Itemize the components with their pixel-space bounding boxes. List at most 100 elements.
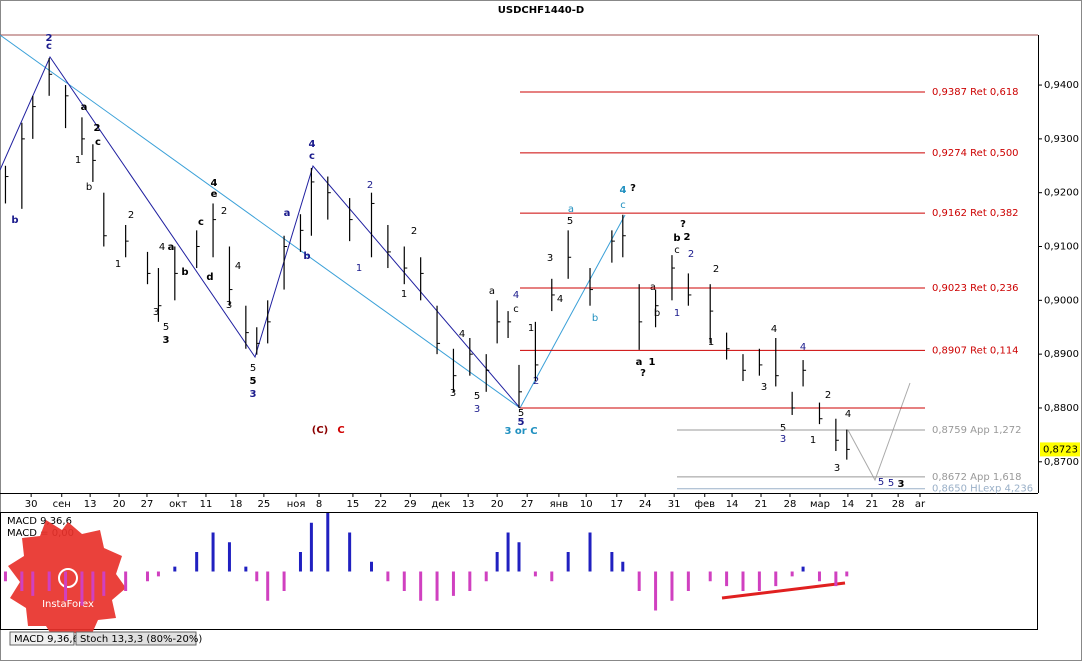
wave-label: 4 [513,290,519,301]
x-tick-label: 22 [374,499,387,510]
x-tick-label: 27 [141,499,154,510]
level-label: 0,9274 Ret 0,500 [932,148,1019,159]
level-label: 0,9023 Ret 0,236 [932,283,1019,294]
wave-label: 3 [547,253,553,264]
wave-label: c [620,200,626,211]
macd-value: MACD = 0,00 [7,528,74,539]
wave-label: ? [640,368,646,379]
x-tick-label: 30 [25,499,38,510]
y-tick-label: 0,9200 [1044,188,1079,199]
y-tick-label: 0,8700 [1044,457,1079,468]
level-label: 0,9387 Ret 0,618 [932,87,1019,98]
wave-label: 3 [780,434,786,445]
x-tick-label: ar [915,499,926,510]
wave-label: 2 [367,180,373,191]
x-tick-label: 17 [610,499,623,510]
wave-label: 5 [250,363,256,374]
wave-label: 4 [235,261,241,272]
wave-label: a [168,242,175,253]
x-tick-label: 13 [462,499,475,510]
x-tick-label: окт [169,499,187,510]
wave-labels: 2 c b a 2 c 1 b 2 1 4 a b 3 5 3 4 e c 2 … [11,33,904,490]
wave-label: 4 [620,185,627,196]
macd-panel [0,512,1038,630]
x-tick-label: 14 [842,499,855,510]
wave-label: a [81,102,88,113]
level-label: 0,9162 Ret 0,382 [932,208,1019,219]
wave-label: b [654,308,660,319]
macd-title: MACD 9,36,6 [7,516,72,527]
wave-label: 5 [878,477,884,488]
x-tick-label: мар [810,499,830,510]
tab[interactable] [75,631,197,646]
divergence-line [721,581,846,600]
x-tick-label: 21 [866,499,879,510]
y-tick-label: 0,8800 [1044,403,1079,414]
wave-label: 4 [159,242,165,253]
wave-label: 3 [761,382,767,393]
tab-label: Stoch 13,3,3 (80%-20%) [80,634,202,645]
wave-label: 2 [713,264,719,275]
x-tick-label: 28 [784,499,797,510]
x-tick-label: дек [431,499,450,510]
x-tick-label: 28 [892,499,905,510]
wave-label: ? [630,183,636,194]
wave-label: 1 [75,155,81,166]
wave-label: 2 [221,206,227,217]
y-tick-label: 0,9400 [1044,80,1079,91]
wave-label: 3 [250,389,257,400]
wave-label: 5 [518,417,525,428]
wave-label: a [489,286,495,297]
tab[interactable] [9,631,75,646]
x-tick-label: фев [694,499,715,510]
wave-label: C [337,425,344,436]
y-tick-label: 0,9000 [1044,295,1079,306]
wave-label: 2 [825,390,831,401]
wave-label: b [181,267,188,278]
level-label: 0,8907 Ret 0,114 [932,345,1019,356]
wave-label: 4 [459,329,465,340]
x-tick-label: 15 [347,499,360,510]
wave-label: 5 [250,376,257,387]
wave-label: 2 [128,210,134,221]
wave-label: 1 [810,435,816,446]
wave-label: ? [680,219,686,230]
wave-label: 3 [474,404,480,415]
last-price-tag [1040,442,1080,457]
x-tick-label: 10 [580,499,593,510]
wave-label: 5 [163,322,169,333]
wave-label: 5 [888,478,894,489]
x-tick-label: 29 [404,499,417,510]
wave-label: 2 [46,33,53,44]
wave-label: d [206,272,213,283]
y-tick-label: 0,9300 [1044,134,1079,145]
x-tick-label: 20 [113,499,126,510]
last-price-label: 0,8723 [1043,444,1078,455]
wave-label: 4 [309,139,316,150]
x-tick-label: 13 [84,499,97,510]
x-tick-label: 31 [668,499,681,510]
wave-label: 1 [356,263,362,274]
x-tick-label: 8 [316,499,322,510]
x-tick-label: 24 [639,499,652,510]
wave-label: c [309,151,315,162]
level-label: 0,8650 HLexp 4,236 [932,484,1033,495]
wave-label: e [211,189,218,200]
logo-text: InstaForex [42,599,94,610]
y-tick-label: 0,8900 [1044,349,1079,360]
wave-label: 2 [684,232,691,243]
wave-label: 2 [688,249,694,260]
wave-label: (C) [312,425,328,436]
wave-label: 1 [708,337,714,348]
x-tick-label: 11 [200,499,213,510]
wave-label: a [636,357,643,368]
x-tick-label: 25 [258,499,271,510]
wave-label: 1 [649,357,656,368]
wave-line [0,55,521,409]
wave-label: 5 [780,423,786,434]
trend-line [0,34,521,409]
wave-label: 4 [800,342,806,353]
wave-label: 4 [557,294,563,305]
